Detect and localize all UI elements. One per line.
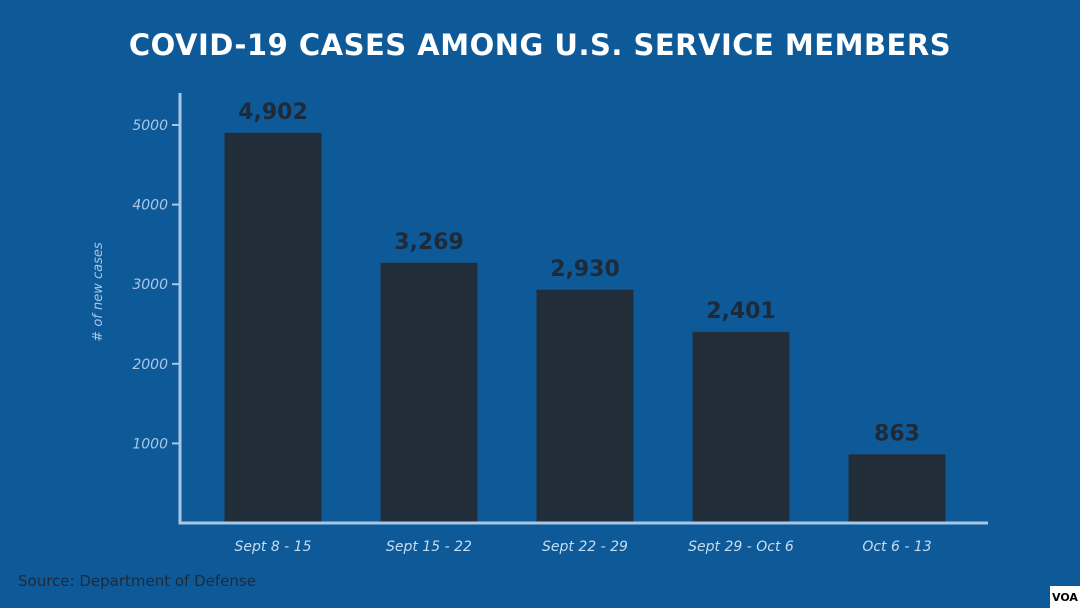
data-label: 3,269: [394, 230, 464, 255]
data-labels: 4,902 3,269 2,930 2,401 863: [238, 100, 920, 447]
x-tick-label: Sept 15 - 22: [386, 539, 472, 555]
bar: [848, 454, 946, 523]
data-label: 863: [874, 421, 920, 446]
bar: [224, 132, 322, 524]
y-tick-label: 4000: [132, 198, 168, 214]
bar: [380, 262, 478, 523]
chart-title: COVID-19 CASES AMONG U.S. SERVICE MEMBER…: [128, 28, 952, 62]
x-tick-label: Oct 6 - 13: [862, 539, 931, 555]
y-tick-label: 2000: [132, 357, 168, 373]
source-note: Source: Department of Defense: [18, 572, 256, 590]
category-labels: Sept 8 - 15 Sept 15 - 22 Sept 22 - 29 Sept …: [235, 539, 932, 555]
y-tick-label: 3000: [132, 277, 168, 293]
y-tick-label: 1000: [132, 436, 168, 452]
y-axis-ticks: 1000 2000 3000 4000 5000: [132, 118, 180, 452]
data-label: 2,930: [550, 257, 620, 282]
x-tick-label: Sept 8 - 15: [235, 539, 312, 555]
bars: [224, 132, 946, 524]
data-label: 4,902: [238, 100, 308, 125]
bar: [692, 331, 790, 523]
data-label: 2,401: [706, 299, 776, 324]
voa-logo: VOA: [1050, 586, 1080, 608]
y-tick-label: 5000: [132, 118, 168, 134]
bar: [536, 289, 634, 523]
x-tick-label: Sept 22 - 29: [542, 539, 628, 555]
x-tick-label: Sept 29 - Oct 6: [688, 539, 794, 555]
y-axis-label: # of new cases: [91, 242, 106, 342]
